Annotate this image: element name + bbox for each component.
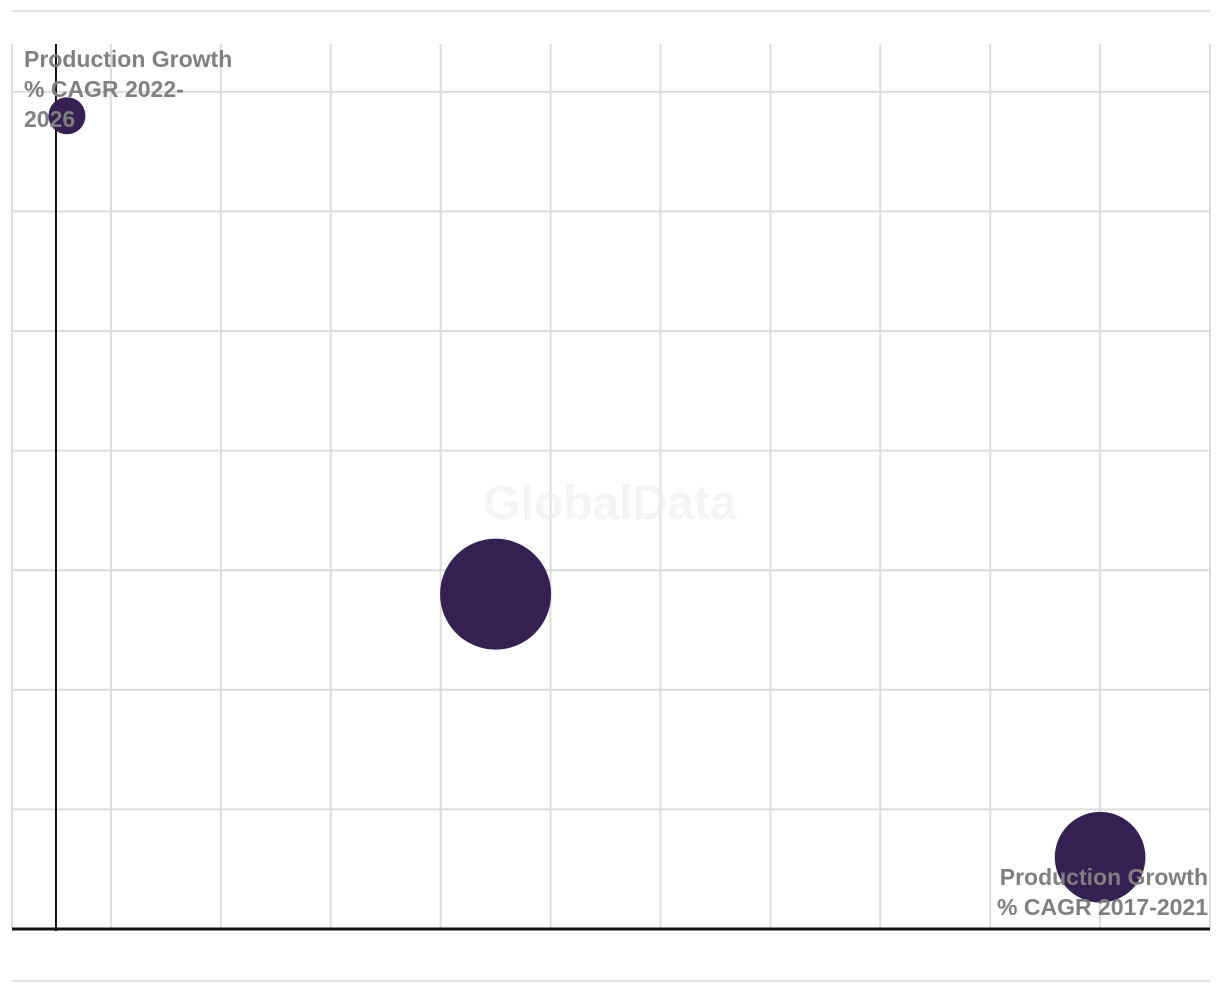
axis-title-line: Production Growth bbox=[24, 46, 232, 72]
watermark-text: GlobalData bbox=[483, 477, 737, 530]
axis-title-line: Production Growth bbox=[1000, 864, 1208, 890]
bottom-divider bbox=[12, 980, 1210, 982]
data-bubble[interactable] bbox=[48, 97, 86, 135]
axis-title-line: % CAGR 2017-2021 bbox=[997, 894, 1208, 920]
x-axis-title: Production Growth % CAGR 2017-2021 bbox=[997, 864, 1208, 920]
data-bubble[interactable] bbox=[440, 538, 552, 650]
axis-title-line: % CAGR 2022- bbox=[24, 76, 184, 102]
axes bbox=[12, 44, 1210, 931]
bubbles bbox=[48, 97, 1146, 903]
data-bubble[interactable] bbox=[1054, 811, 1146, 903]
gridlines bbox=[11, 44, 1211, 929]
top-divider bbox=[12, 10, 1210, 12]
axis-title-line: 2026 bbox=[24, 106, 75, 132]
y-axis-title: Production Growth % CAGR 2022- 2026 bbox=[24, 46, 232, 132]
